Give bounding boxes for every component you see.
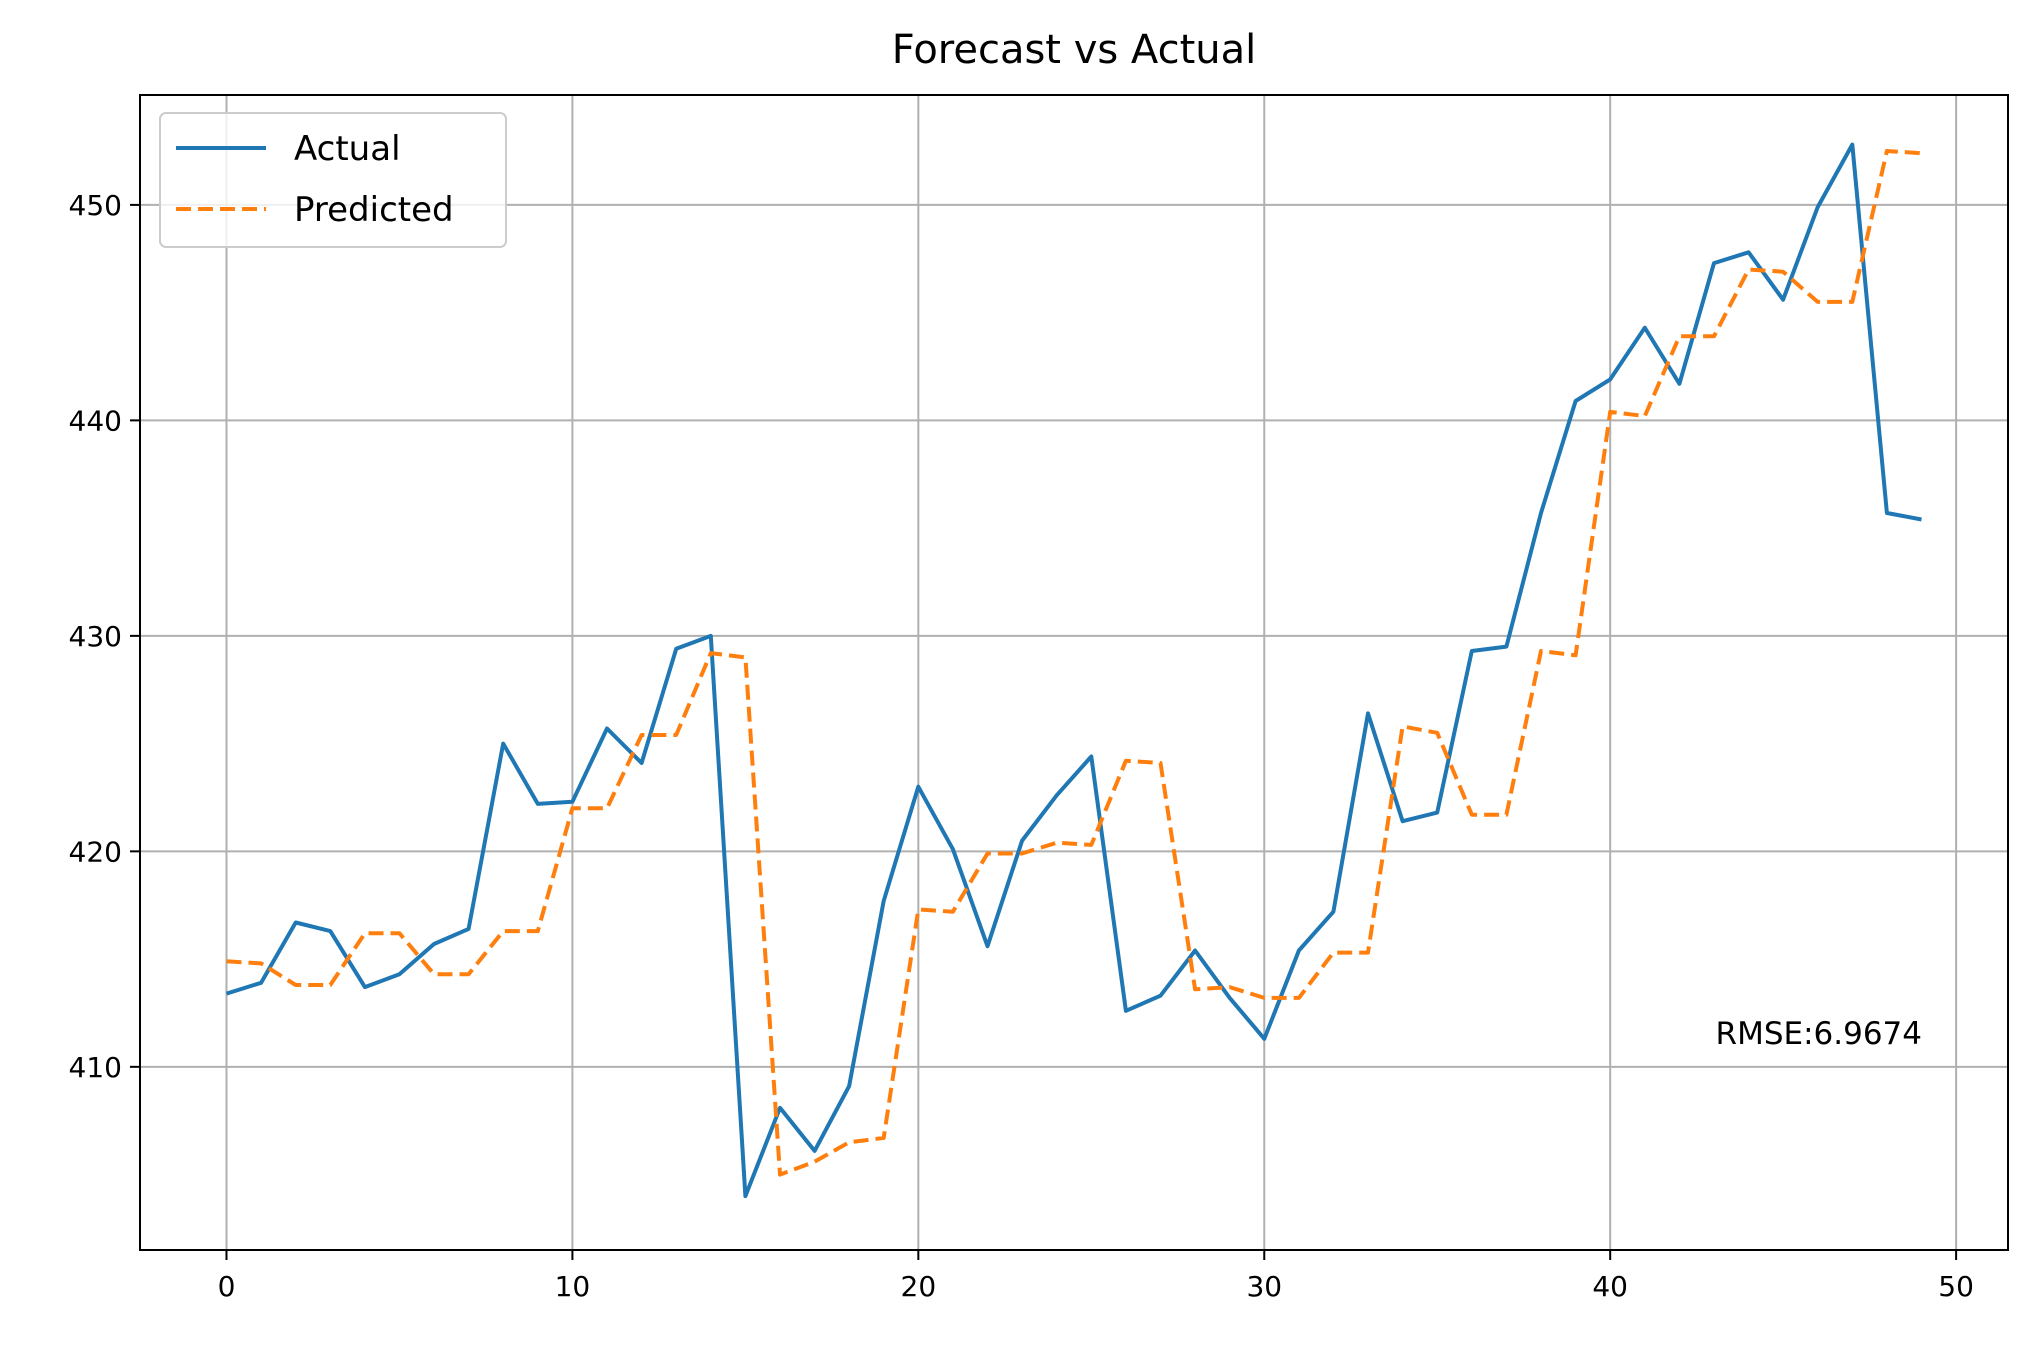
rmse-annotation: RMSE:6.9674 — [1716, 1016, 1922, 1052]
x-tick-label: 40 — [1592, 1270, 1628, 1303]
chart-title: Forecast vs Actual — [892, 27, 1257, 73]
series-line-predicted — [226, 149, 1922, 1177]
y-tick-label: 450 — [69, 189, 122, 222]
y-tick-label: 410 — [69, 1051, 122, 1084]
y-tick-label: 440 — [69, 404, 122, 437]
y-tick-label: 420 — [69, 835, 122, 868]
legend: Actual Predicted — [159, 112, 507, 248]
legend-label-actual: Actual — [294, 129, 401, 169]
series-line-actual — [225, 142, 1922, 1199]
plot-frame — [139, 94, 2009, 1251]
series-lines — [225, 142, 1922, 1199]
x-tick-label: 30 — [1246, 1270, 1282, 1303]
x-tick-label: 50 — [1938, 1270, 1974, 1303]
y-tick-label: 430 — [69, 620, 122, 653]
x-tick-label: 10 — [555, 1270, 591, 1303]
axis-ticks: 0 10 20 30 40 50 410 420 430 440 450 — [69, 189, 1974, 1303]
x-tick-label: 20 — [901, 1270, 937, 1303]
grid — [140, 95, 2008, 1250]
x-tick-label: 0 — [218, 1270, 236, 1303]
legend-label-predicted: Predicted — [294, 190, 454, 230]
